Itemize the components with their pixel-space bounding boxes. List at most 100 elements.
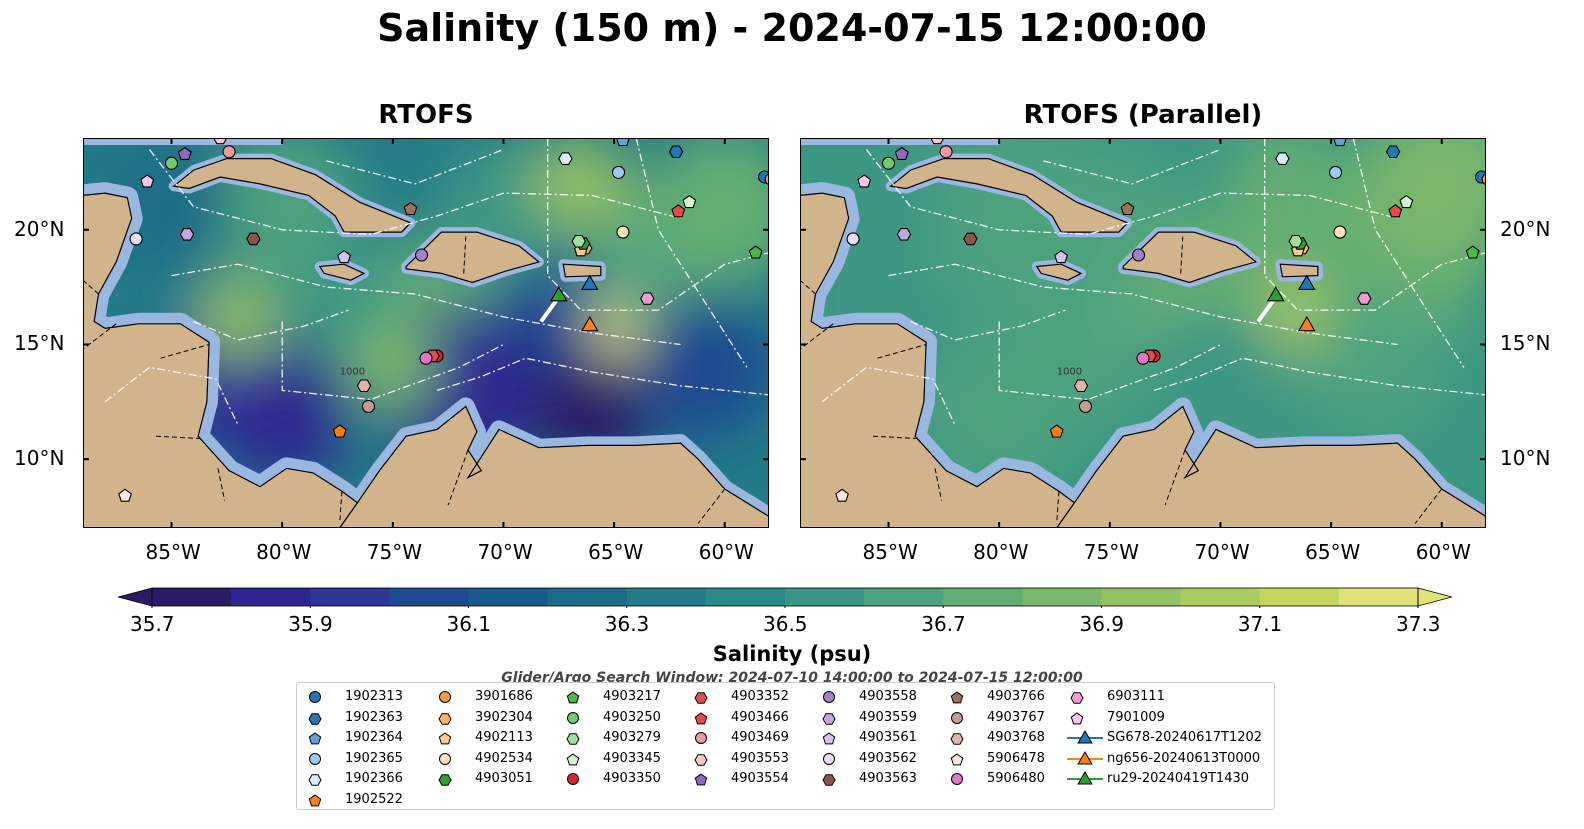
argo-marker-1902365 — [611, 165, 626, 179]
colorbar-bin — [547, 588, 628, 606]
colorbar-bin — [468, 588, 549, 606]
x-tick-label: 70°W — [477, 540, 533, 564]
colorbar-tick-label: 37.3 — [1396, 612, 1441, 636]
argo-marker-4903766 — [1120, 201, 1135, 216]
colorbar-tick-label: 35.9 — [288, 612, 333, 636]
glider-marker-ru29-20240419T1430 — [1266, 286, 1285, 302]
figure-title: Salinity (150 m) - 2024-07-15 12:00:00 — [377, 6, 1207, 50]
legend-label: 4903466 — [731, 709, 789, 725]
colorbar-label: Salinity (psu) — [712, 642, 872, 666]
argo-marker-1902363 — [668, 145, 684, 159]
legend-label: 1902364 — [345, 730, 403, 745]
legend-marker — [951, 711, 963, 724]
legend-label: 4903766 — [987, 689, 1045, 704]
legend-label: 4903558 — [859, 689, 917, 704]
legend-label: ng656-20240613T0000 — [1107, 750, 1261, 766]
legend-label: 4903553 — [731, 750, 789, 766]
legend-marker — [822, 774, 836, 786]
argo-marker-4903469 — [222, 145, 236, 159]
argo-marker-5906480 — [419, 351, 433, 365]
x-tick-label: 65°W — [588, 540, 644, 564]
legend-label: 4903768 — [987, 730, 1045, 745]
isobath-label: 1000 — [1057, 366, 1082, 377]
argo-marker-4903554 — [894, 146, 909, 160]
legend-marker — [950, 691, 964, 704]
argo-marker-4903466 — [671, 204, 686, 218]
x-tick-label: 85°W — [862, 540, 918, 564]
x-tick-label: 70°W — [1194, 540, 1250, 564]
legend-label: 4903559 — [859, 709, 917, 725]
argo-marker-4903466 — [1388, 204, 1403, 218]
colorbar-extend-low — [116, 587, 153, 607]
colorbar-tick-label: 36.7 — [921, 612, 966, 636]
colorbar-bin — [1101, 588, 1182, 606]
legend-marker — [308, 774, 322, 786]
y-tick-label: 15°N — [14, 331, 65, 356]
colorbar-tick-label: 36.9 — [1079, 612, 1125, 636]
argo-marker-4903250 — [881, 156, 896, 170]
argo-marker-1902364 — [1333, 138, 1347, 147]
x-tick-label: 60°W — [1415, 540, 1471, 564]
legend-label: 4902534 — [475, 750, 533, 766]
legend-label: 4903051 — [475, 771, 533, 786]
y-tick-label: 20°N — [14, 216, 65, 241]
colorbar — [116, 586, 1454, 612]
colorbar-bin — [785, 588, 865, 606]
glider-marker-ng656-20240613T0000 — [580, 315, 599, 332]
legend-marker — [951, 773, 963, 785]
legend: 1902313 1902363 1902364 1902365 1902366 19025… — [296, 682, 1275, 810]
x-tick-label: 80°W — [973, 540, 1029, 564]
legend-label: 4903561 — [859, 730, 917, 745]
legend-marker — [439, 691, 451, 703]
argo-marker-6903111 — [1357, 292, 1372, 305]
colorbar-bin — [1180, 588, 1261, 606]
x-tick-label: 75°W — [366, 540, 423, 564]
argo-marker-4902534 — [616, 225, 630, 239]
legend-label: 6903111 — [1107, 689, 1165, 704]
legend-label: 3902304 — [475, 709, 533, 725]
legend-marker — [438, 774, 452, 786]
legend-label: 4903767 — [987, 709, 1045, 725]
colorbar-tick-label: 37.1 — [1237, 612, 1283, 636]
argo-marker-7901009 — [857, 174, 872, 188]
legend-marker — [694, 711, 708, 724]
legend-marker — [566, 752, 580, 765]
legend-label: 4903345 — [603, 750, 661, 766]
argo-marker-4903469 — [939, 145, 953, 159]
map-panel-1: 1000 — [800, 138, 1486, 528]
legend-marker — [566, 691, 580, 704]
x-tick-label: 75°W — [1083, 540, 1140, 564]
y-tick-label: 10°N — [14, 446, 65, 471]
argo-marker-4903553 — [212, 138, 228, 145]
y-tick-label: 10°N — [1500, 446, 1551, 471]
legend-label: ru29-20240419T1430 — [1107, 771, 1250, 786]
argo-marker-1902366 — [1275, 152, 1290, 165]
legend-marker — [1067, 750, 1103, 764]
argo-marker-1902364 — [616, 138, 630, 147]
argo-marker-4903217 — [748, 245, 763, 259]
argo-marker-1902522 — [1049, 424, 1064, 438]
legend-marker — [950, 733, 964, 745]
argo-marker-4903279 — [1288, 234, 1303, 248]
legend-label: 1902366 — [345, 771, 403, 786]
colorbar-bin — [389, 588, 469, 606]
argo-marker-4903558 — [415, 248, 429, 262]
legend-marker — [438, 712, 452, 725]
legend-marker — [1070, 711, 1084, 724]
colorbar-tick-label: 36.3 — [604, 612, 650, 636]
legend-label: SG678-20240617T1202 — [1107, 730, 1263, 745]
argo-marker-1902366 — [558, 152, 573, 165]
legend-marker — [309, 691, 321, 703]
argo-marker-4903563 — [963, 232, 978, 246]
colorbar-bin — [152, 588, 232, 606]
legend-label: 3901686 — [475, 689, 533, 704]
x-tick-label: 85°W — [145, 540, 201, 564]
legend-label: 4903562 — [859, 750, 917, 766]
argo-marker-6903111 — [640, 292, 655, 305]
legend-marker — [309, 752, 321, 765]
legend-label: 1902365 — [345, 750, 403, 766]
argo-marker-4903559 — [179, 228, 195, 241]
glider-marker-SG678-20240617T1202 — [1297, 274, 1316, 290]
legend-marker — [308, 793, 322, 806]
colorbar-bin — [1259, 588, 1340, 606]
